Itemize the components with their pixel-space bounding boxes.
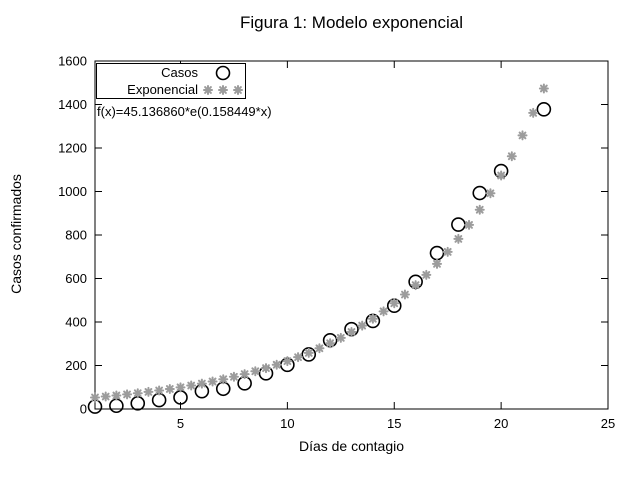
fit-point-exponencial [239, 369, 250, 380]
fit-point-exponencial [207, 376, 218, 387]
x-axis-label: Días de contagio [298, 438, 405, 454]
fit-point-exponencial [346, 326, 357, 337]
fit-point-exponencial [100, 391, 111, 402]
x-tick-label: 10 [280, 416, 294, 431]
y-tick-label: 1600 [58, 54, 87, 69]
y-tick-label: 800 [65, 228, 87, 243]
fit-point-exponencial [506, 151, 517, 162]
fit-point-exponencial [378, 306, 389, 317]
legend-asterisk [203, 84, 213, 95]
fit-point-exponencial [357, 320, 368, 331]
fit-point-exponencial [453, 233, 464, 244]
x-tick-label: 5 [177, 416, 184, 431]
y-tick-label: 1000 [58, 184, 87, 199]
y-tick-label: 600 [65, 271, 87, 286]
data-point-casos [109, 398, 124, 414]
fit-point-exponencial [282, 356, 293, 367]
legend-label-exponencial: Exponencial [127, 82, 198, 97]
fit-point-exponencial [250, 366, 261, 377]
chart-title: Figura 1: Modelo exponencial [239, 13, 464, 32]
data-point-casos [472, 185, 488, 201]
fit-point-exponencial [442, 246, 453, 257]
fit-point-exponencial [314, 343, 325, 354]
fit-point-exponencial [143, 386, 154, 397]
fit-point-exponencial [399, 289, 410, 300]
fit-point-exponencial [367, 313, 378, 324]
fit-point-exponencial [410, 280, 421, 291]
fit-point-exponencial [496, 170, 507, 181]
fit-point-exponencial [325, 338, 336, 349]
fit-point-exponencial [154, 385, 165, 396]
fit-point-exponencial [293, 352, 304, 363]
fit-point-exponencial [485, 188, 496, 199]
fit-point-exponencial [228, 371, 239, 382]
fit-point-exponencial [271, 359, 282, 370]
fit-point-exponencial [303, 347, 314, 358]
y-tick-label: 1200 [58, 141, 87, 156]
data-point-casos [151, 392, 167, 408]
fit-point-exponencial [517, 130, 528, 141]
fit-point-exponencial [175, 382, 186, 393]
fit-point-exponencial [122, 389, 133, 400]
legend-label-casos: Casos [161, 65, 198, 80]
x-tick-label: 15 [387, 416, 401, 431]
fit-point-exponencial [464, 219, 475, 230]
fit-point-exponencial [538, 83, 549, 94]
data-point-casos [536, 101, 552, 117]
fit-point-exponencial [389, 298, 400, 309]
legend-row-exponencial: Exponencial [97, 82, 245, 98]
fit-point-exponencial [474, 204, 485, 215]
fit-point-exponencial [196, 378, 207, 389]
fit-point-exponencial [218, 374, 229, 385]
fit-point-exponencial [132, 388, 143, 399]
x-tick-label: 25 [601, 416, 615, 431]
exponencial-asterisk-marker-icon [203, 84, 243, 95]
data-point-casos [451, 217, 466, 232]
legend: Casos Exponencial [96, 63, 246, 99]
legend-row-casos: Casos [97, 65, 245, 81]
legend-asterisk [218, 84, 228, 95]
data-point-casos [429, 245, 445, 261]
fit-point-exponencial [111, 390, 122, 401]
x-tick-label: 20 [494, 416, 508, 431]
legend-circle [215, 65, 231, 80]
y-tick-label: 0 [80, 402, 87, 417]
fit-point-exponencial [335, 332, 346, 343]
y-tick-label: 200 [65, 358, 87, 373]
data-point-casos [130, 396, 146, 411]
fit-point-exponencial [421, 269, 432, 280]
casos-circle-marker-icon [215, 65, 231, 80]
y-tick-label: 400 [65, 315, 87, 330]
fit-point-exponencial [164, 383, 175, 394]
fit-point-exponencial [90, 392, 100, 403]
fit-point-exponencial [432, 258, 442, 269]
fit-point-exponencial [261, 363, 271, 374]
legend-asterisk [233, 84, 243, 95]
y-tick-label: 1400 [58, 97, 87, 112]
fit-point-exponencial [186, 380, 197, 391]
fit-point-exponencial [528, 107, 539, 118]
fit-equation-label: f(x)=45.136860*e(0.158449*x) [97, 104, 272, 119]
